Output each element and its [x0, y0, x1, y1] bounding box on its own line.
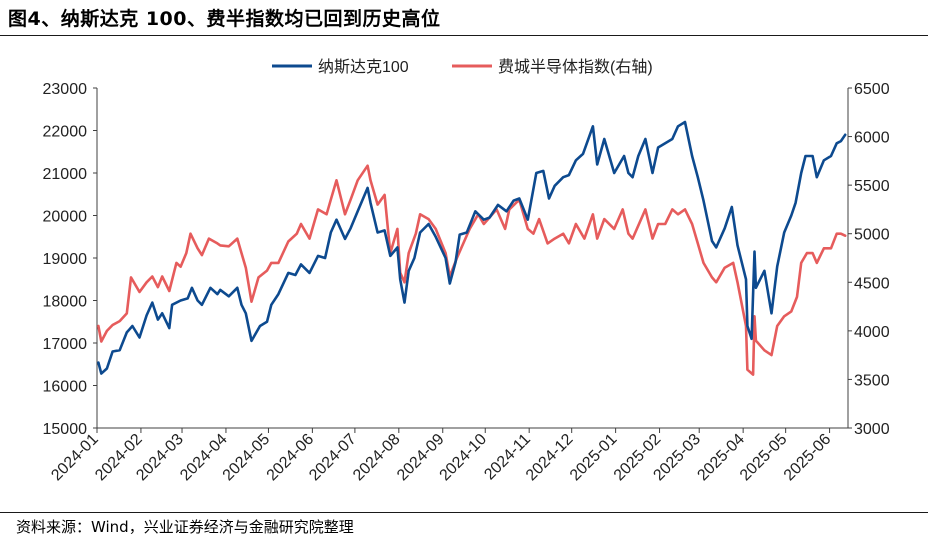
- x-tick-label: 2024-12: [523, 431, 577, 485]
- right-tick-label: 4500: [854, 275, 890, 292]
- series-line-right: [97, 164, 847, 376]
- left-tick-label: 22000: [43, 124, 88, 141]
- legend: 纳斯达克100 费城半导体指数(右轴): [272, 58, 653, 76]
- right-tick-label: 5000: [854, 227, 890, 244]
- left-tick-label: 15000: [43, 421, 88, 438]
- x-tick-label: 2024-08: [350, 431, 404, 485]
- right-tick-label: 6000: [854, 130, 890, 147]
- left-tick-label: 18000: [43, 294, 88, 311]
- right-tick-label: 6500: [854, 81, 890, 98]
- x-tick-label: 2025-01: [567, 431, 621, 485]
- right-tick-label: 3000: [854, 421, 890, 438]
- series-line-left: [97, 120, 847, 375]
- left-tick-label: 17000: [43, 336, 88, 353]
- top-rule: [0, 35, 928, 36]
- right-tick-label: 3500: [854, 372, 890, 389]
- left-axis: 15000 16000 17000 18000 19000 20000 21000 22000…: [43, 81, 98, 438]
- left-tick-label: 19000: [43, 251, 88, 268]
- left-tick-label: 23000: [43, 81, 88, 98]
- legend-label-1: 纳斯达克100: [318, 58, 409, 76]
- left-tick-label: 21000: [43, 166, 88, 183]
- bottom-rule: [0, 512, 928, 513]
- right-tick-label: 4000: [854, 324, 890, 341]
- left-tick-label: 20000: [43, 209, 88, 226]
- figure-title: 图4、纳斯达克 100、费半指数均已回到历史高位: [8, 8, 441, 30]
- source-note: 资料来源：Wind，兴业证券经济与金融研究院整理: [16, 518, 354, 536]
- x-tick-label: 2024-10: [437, 431, 491, 485]
- x-axis: 2024-012024-022024-032024-042024-052024-…: [48, 427, 848, 485]
- x-tick-label: 2024-01: [48, 431, 102, 485]
- x-tick-label: 2025-06: [781, 431, 835, 485]
- right-tick-label: 5500: [854, 178, 890, 195]
- x-tick-label: 2024-05: [220, 431, 274, 485]
- right-axis: 3000 3500 4000 4500 5000 5500 6000 6500: [847, 81, 890, 438]
- legend-label-2: 费城半导体指数(右轴): [498, 58, 653, 76]
- chart: 纳斯达克100 费城半导体指数(右轴) 150001600017000180001…: [43, 58, 890, 485]
- x-tick-label: 2025-05: [737, 431, 791, 485]
- left-tick-label: 16000: [43, 379, 88, 396]
- series-layer: [97, 120, 847, 376]
- x-tick-label: 2024-07: [306, 431, 360, 485]
